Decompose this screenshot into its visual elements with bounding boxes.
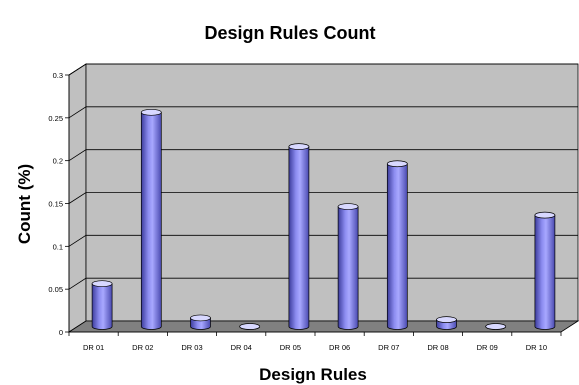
x-tick-label: DR 02 bbox=[132, 343, 153, 352]
x-tick-labels: DR 01 DR 02 DR 03 DR 04 DR 05 DR 06 DR 07 DR 08… bbox=[68, 332, 562, 352]
bar-body bbox=[386, 163, 408, 330]
y-tick-label: 0.05 bbox=[48, 285, 63, 294]
y-tick-label: 0.25 bbox=[48, 114, 63, 123]
x-axis-label: Design Rules bbox=[259, 365, 367, 384]
bar-top bbox=[140, 108, 162, 116]
bar-body bbox=[337, 206, 359, 330]
bar-top bbox=[436, 316, 457, 323]
gridline bbox=[68, 106, 578, 119]
x-tick-label: DR 08 bbox=[427, 343, 448, 352]
bar-top bbox=[190, 314, 211, 322]
bar-top bbox=[534, 211, 556, 219]
bar-dr-06 bbox=[337, 203, 359, 330]
chart-title: Design Rules Count bbox=[204, 23, 375, 43]
bar-top bbox=[239, 323, 261, 330]
x-tick-label: DR 07 bbox=[378, 343, 399, 352]
bar-body bbox=[288, 146, 310, 330]
x-tick-label: DR 05 bbox=[280, 343, 301, 352]
y-tick-label: 0 bbox=[59, 328, 63, 337]
plot-area bbox=[67, 63, 579, 333]
x-tick-label: DR 03 bbox=[181, 343, 202, 352]
gridline bbox=[68, 149, 578, 162]
y-axis-label: Count (%) bbox=[15, 164, 34, 244]
bar-body bbox=[534, 214, 556, 330]
bar-top bbox=[386, 160, 408, 168]
bar-dr-01 bbox=[91, 280, 113, 330]
bar-dr-07 bbox=[386, 160, 408, 330]
x-tick-label: DR 10 bbox=[526, 343, 547, 352]
bar-body bbox=[91, 283, 113, 330]
bar-series bbox=[91, 108, 556, 330]
y-tick-label: 0.3 bbox=[53, 71, 63, 80]
bar-top bbox=[288, 143, 310, 150]
bar-top bbox=[485, 323, 507, 330]
bar-dr-10 bbox=[534, 211, 556, 330]
gridline bbox=[68, 234, 578, 247]
x-tick-label: DR 06 bbox=[329, 343, 350, 352]
bar-dr-08 bbox=[436, 316, 457, 330]
x-tick-label: DR 01 bbox=[83, 343, 104, 352]
y-tick-label: 0.1 bbox=[53, 242, 63, 251]
x-tick-label: DR 04 bbox=[231, 343, 252, 352]
gridline bbox=[68, 63, 578, 76]
bar-dr-03 bbox=[190, 314, 211, 330]
bar-dr-09 bbox=[485, 323, 507, 330]
bar-dr-05 bbox=[288, 143, 310, 330]
x-tick-label: DR 09 bbox=[477, 343, 498, 352]
y-tick-label: 0.15 bbox=[48, 200, 63, 209]
bar-dr-02 bbox=[140, 108, 162, 330]
gridline bbox=[68, 277, 578, 290]
bar-top bbox=[337, 203, 359, 210]
bar-body bbox=[140, 111, 162, 330]
bar-top bbox=[91, 280, 113, 288]
gridline bbox=[68, 192, 578, 204]
y-tick-label: 0.2 bbox=[53, 157, 63, 166]
bar-dr-04 bbox=[239, 323, 261, 330]
